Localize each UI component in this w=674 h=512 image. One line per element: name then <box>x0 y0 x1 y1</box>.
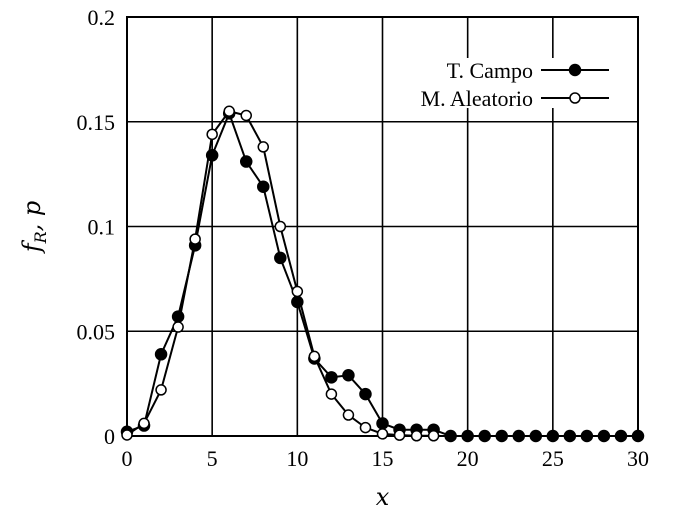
data-point <box>274 220 287 233</box>
data-point <box>325 388 338 400</box>
data-point <box>325 371 338 384</box>
axis-ticks: 0 5 10 15 20 25 30 0 0.05 0.1 0.15 0.2 <box>77 5 650 471</box>
data-point <box>410 430 423 442</box>
data-point <box>427 430 440 442</box>
axis-labels: x fR, p <box>18 201 390 511</box>
data-point <box>121 429 133 441</box>
legend-marker <box>569 92 581 104</box>
y-tick-label: 0.1 <box>88 215 116 240</box>
data-point <box>580 429 594 443</box>
data-point <box>257 180 270 193</box>
y-tick-label: 0.2 <box>88 5 116 30</box>
data-point <box>240 109 252 122</box>
data-point <box>206 128 218 141</box>
data-point <box>529 429 543 443</box>
data-point <box>154 348 168 361</box>
legend: T. Campo M. Aleatorio <box>421 58 609 111</box>
data-point <box>495 429 508 443</box>
series-1 <box>121 105 440 442</box>
data-point <box>257 141 270 153</box>
data-point <box>546 429 560 443</box>
x-tick-label: 30 <box>627 446 649 471</box>
data-point <box>376 428 389 440</box>
data-point <box>614 429 628 443</box>
data-point <box>171 310 185 323</box>
data-point <box>172 321 184 333</box>
x-tick-label: 5 <box>207 446 218 471</box>
series-line <box>126 110 434 437</box>
legend-label: T. Campo <box>447 58 533 83</box>
series <box>120 105 645 443</box>
data-point <box>155 384 167 396</box>
grid <box>127 17 638 436</box>
data-point <box>359 421 372 434</box>
data-point <box>444 429 457 443</box>
data-point <box>342 368 355 382</box>
data-point <box>342 409 355 421</box>
y-tick-label: 0.05 <box>77 319 116 344</box>
data-point <box>359 387 372 401</box>
x-axis-label: x <box>376 483 390 511</box>
data-point <box>597 429 611 443</box>
legend-marker <box>568 63 582 77</box>
y-tick-label: 0.15 <box>77 110 116 135</box>
x-tick-label: 0 <box>122 446 133 471</box>
x-tick-label: 20 <box>457 446 479 471</box>
data-point <box>461 429 474 443</box>
data-point <box>308 350 321 363</box>
data-point <box>223 105 235 118</box>
x-tick-label: 10 <box>286 446 308 471</box>
data-point <box>138 417 150 430</box>
data-point <box>478 429 491 443</box>
data-point <box>631 429 645 443</box>
data-point <box>274 251 287 265</box>
data-point <box>563 429 577 443</box>
legend-label: M. Aleatorio <box>421 86 533 111</box>
data-point <box>393 429 406 441</box>
data-point <box>239 155 253 168</box>
x-tick-label: 15 <box>372 446 394 471</box>
data-point <box>376 417 389 430</box>
data-point <box>189 233 201 245</box>
y-axis-label: fR, p <box>18 201 50 255</box>
y-tick-label: 0 <box>104 424 115 449</box>
x-tick-label: 25 <box>542 446 564 471</box>
data-point <box>512 429 526 443</box>
data-point <box>291 285 304 298</box>
